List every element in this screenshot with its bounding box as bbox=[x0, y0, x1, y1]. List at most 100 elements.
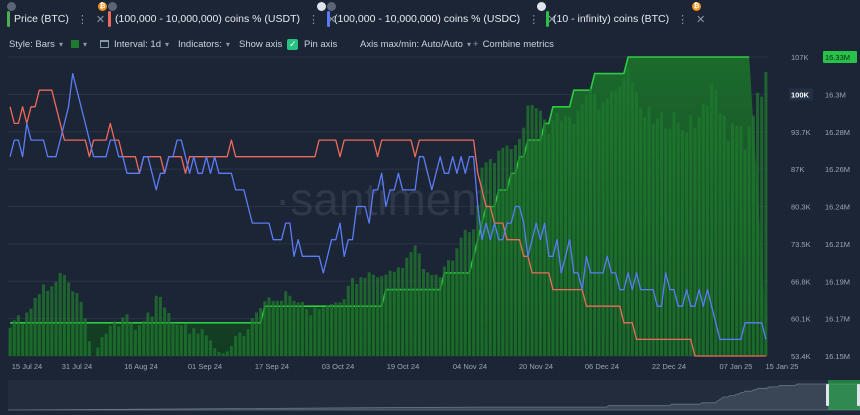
combine-label: Combine metrics bbox=[482, 38, 554, 50]
price-bar bbox=[221, 353, 225, 356]
price-bar bbox=[351, 277, 355, 356]
price-bar bbox=[355, 284, 359, 356]
price-bar bbox=[12, 320, 16, 356]
price-bar bbox=[538, 110, 542, 356]
price-bar bbox=[568, 116, 572, 356]
navigator[interactable] bbox=[7, 380, 860, 411]
price-bar bbox=[622, 77, 626, 356]
price-bar bbox=[150, 316, 154, 356]
price-bar bbox=[726, 140, 730, 356]
price-bar bbox=[434, 274, 438, 356]
checkbox-checked-icon[interactable]: ✓ bbox=[287, 38, 299, 50]
price-bar bbox=[192, 328, 196, 356]
price-bar bbox=[476, 205, 480, 356]
price-bar bbox=[668, 129, 672, 356]
y-left-tick-label: 87K bbox=[791, 165, 804, 174]
price-bar bbox=[325, 305, 329, 356]
more-icon[interactable]: ⋮ bbox=[528, 13, 540, 26]
axis-background bbox=[818, 51, 860, 362]
price-bar bbox=[413, 245, 417, 356]
x-tick-label: 04 Nov 24 bbox=[453, 362, 487, 371]
x-tick-label: 22 Dec 24 bbox=[652, 362, 686, 371]
price-bar bbox=[263, 301, 267, 356]
price-bar bbox=[342, 299, 346, 356]
price-bar bbox=[718, 113, 722, 356]
price-bar bbox=[242, 335, 246, 356]
close-icon[interactable]: ✕ bbox=[327, 13, 337, 26]
price-bar bbox=[296, 302, 300, 356]
price-bar bbox=[572, 123, 576, 357]
price-bar bbox=[158, 296, 162, 356]
chevron-down-icon: ▾ bbox=[225, 39, 230, 49]
price-bar bbox=[735, 126, 739, 356]
axis-background bbox=[768, 51, 818, 362]
price-bar bbox=[363, 277, 367, 356]
navigator-handle bbox=[857, 384, 860, 406]
metric-label: Price (BTC) bbox=[14, 13, 69, 25]
bar-series bbox=[8, 67, 768, 357]
style-select[interactable]: Style: Bars ▾ bbox=[9, 37, 63, 51]
price-bar bbox=[125, 314, 129, 356]
close-icon[interactable]: ✕ bbox=[95, 13, 106, 26]
metric-tab-btc-holders[interactable]: (10 - infinity) coins (BTC) ⋮ ✕ bbox=[546, 10, 705, 28]
price-bar bbox=[751, 115, 755, 356]
price-bar bbox=[760, 96, 764, 356]
y-right-tick-label: 16.17M bbox=[825, 315, 850, 324]
more-icon[interactable]: ⋮ bbox=[677, 13, 689, 26]
more-icon[interactable]: ⋮ bbox=[308, 13, 320, 26]
metric-tab-price[interactable]: Price (BTC) ⋮ ✕ bbox=[7, 10, 105, 28]
axis-minmax-select[interactable]: Axis max/min: Auto/Auto ▾ bbox=[360, 37, 471, 51]
price-bar bbox=[146, 312, 150, 356]
price-bar bbox=[8, 328, 12, 356]
price-bar bbox=[401, 267, 405, 356]
price-bar bbox=[184, 324, 188, 356]
price-bar bbox=[756, 92, 760, 356]
x-tick-label: 31 Jul 24 bbox=[62, 362, 92, 371]
series-line bbox=[9, 89, 766, 357]
price-bar bbox=[384, 274, 388, 356]
price-bar bbox=[58, 272, 62, 356]
close-icon[interactable]: ✕ bbox=[696, 13, 706, 26]
pin-axis-toggle[interactable]: Pin axis bbox=[304, 37, 337, 51]
price-bar bbox=[100, 337, 104, 356]
close-icon[interactable]: ✕ bbox=[547, 13, 557, 26]
price-bar bbox=[405, 257, 409, 356]
metric-label: (100,000 - 10,000,000) coins % (USDC) bbox=[334, 13, 521, 25]
price-bar bbox=[196, 333, 200, 356]
price-bar bbox=[580, 104, 584, 357]
price-bar bbox=[455, 248, 459, 356]
color-swatch bbox=[71, 40, 79, 48]
more-icon[interactable]: ⋮ bbox=[76, 13, 88, 26]
metric-tab-usdt[interactable]: (100,000 - 10,000,000) coins % (USDT) ⋮ … bbox=[108, 10, 336, 28]
y-right-tick-label: 16.21M bbox=[825, 240, 850, 249]
price-bar bbox=[16, 315, 20, 356]
price-bar bbox=[680, 130, 684, 356]
price-bar bbox=[288, 295, 292, 356]
price-bar bbox=[37, 294, 41, 356]
price-bar bbox=[605, 98, 609, 357]
price-bar bbox=[388, 270, 392, 356]
price-bar bbox=[672, 112, 676, 356]
price-bar bbox=[163, 307, 167, 356]
interval-select[interactable]: Interval: 1d ▾ bbox=[100, 37, 169, 51]
y-right-tick-label: 16.26M bbox=[825, 165, 850, 174]
indicators-select[interactable]: Indicators: ▾ bbox=[178, 37, 230, 51]
show-axis-toggle[interactable]: Show axis ✓ bbox=[239, 37, 299, 51]
price-bar bbox=[108, 325, 112, 356]
metric-tab-usdc[interactable]: (100,000 - 10,000,000) coins % (USDC) ⋮ … bbox=[327, 10, 556, 28]
price-bar bbox=[121, 317, 125, 356]
price-bar bbox=[62, 275, 66, 356]
price-bar bbox=[764, 72, 768, 356]
price-bar bbox=[614, 90, 618, 356]
price-bar bbox=[213, 348, 217, 356]
combine-metrics-button[interactable]: + Combine metrics bbox=[473, 37, 554, 51]
price-bar bbox=[647, 107, 651, 356]
navigator-handle bbox=[826, 384, 829, 406]
price-bar bbox=[534, 108, 538, 356]
x-tick-label: 15 Jan 25 bbox=[766, 362, 799, 371]
axis-minmax-label: Axis max/min: Auto/Auto bbox=[360, 38, 463, 50]
color-picker[interactable]: ▾ bbox=[67, 37, 87, 51]
price-bar bbox=[626, 67, 630, 356]
price-bar bbox=[367, 272, 371, 356]
